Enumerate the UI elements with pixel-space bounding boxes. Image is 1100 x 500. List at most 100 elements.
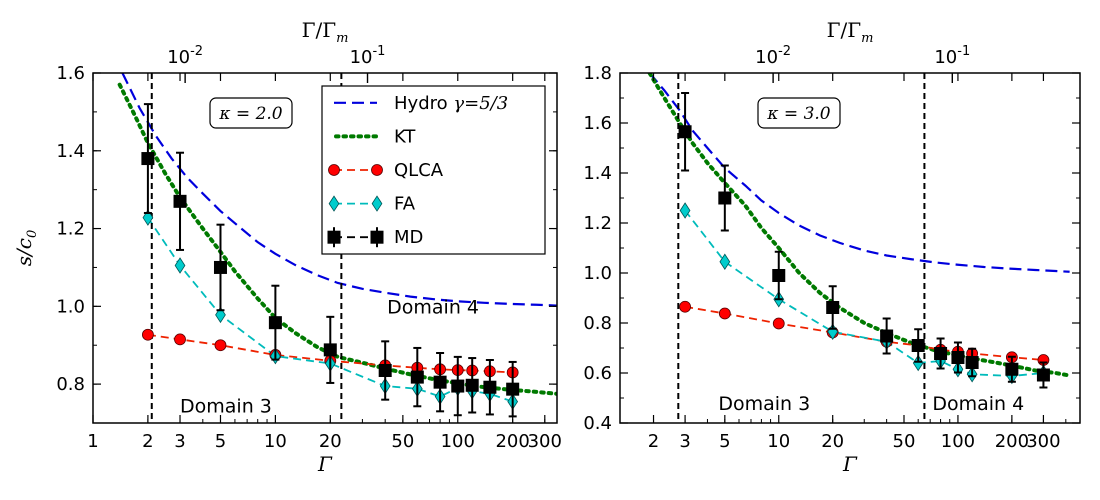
top-axis-title-sub: m [861,31,873,46]
legend-hydro-text: Hydro [394,93,453,114]
legend-label-hydro: Hydro γ=5/3 [394,93,508,114]
x-tick-label: 300 [1026,431,1060,452]
qlca-line [684,305,1044,361]
y-tick-label: 0.6 [583,363,612,384]
plot-frame [92,72,558,424]
x-tick-label: 1 [87,431,98,452]
x-tick-label: 10 [264,431,287,452]
top-axis-title-part: Γ/Γ [827,18,862,42]
top-axis-title: Γ/Γm [827,18,874,46]
plot-area [647,73,1072,423]
top-tick-base: 10 [755,47,778,68]
fa-point [679,202,691,219]
top-axis-title-part: Γ/Γ [302,18,337,42]
legend-qlca-marker [371,164,383,176]
qlca-point [772,317,785,330]
hydro-curve [648,73,1070,273]
x-tick-label: 3 [174,431,185,452]
x-axis-title: Γ [317,452,333,476]
domain-annotation: Domain 4 [932,393,1024,415]
legend-label-fa: FA [394,194,416,215]
y-tick-label: 1.8 [583,63,612,84]
y-axis-title-part: s/c [12,238,36,266]
top-tick-label: 10-1 [934,44,970,68]
md-point [1005,362,1019,376]
top-tick-exponent: -2 [778,44,791,59]
x-tick-label: 2 [648,431,659,452]
top-tick-base: 10 [934,47,957,68]
md-point [678,125,692,139]
kappa-box [757,97,841,129]
y-tick-label: 1.2 [56,219,85,240]
qlca-point [214,339,227,352]
domain-annotation: Domain 4 [387,296,479,318]
qlca-point [679,300,691,313]
plot-area [117,73,557,423]
x-tick-label: 20 [319,431,342,452]
x-tick-label: 2 [142,431,153,452]
top-tick-label: 10-2 [755,44,791,68]
md-point [451,379,465,393]
y-axis-title-sub: 0 [25,230,40,238]
legend-entry-kt: KT [334,126,416,147]
x-tick-label: 10 [767,431,790,452]
kappa-label: κ = 3.0 [766,104,830,124]
legend-fa-marker [371,195,383,212]
x-tick-label: 300 [528,431,562,452]
domain-annotation: Domain 3 [180,396,272,418]
legend-box [321,85,546,255]
qlca-point [142,328,154,341]
legend-entry-hydro: Hydro γ=5/3 [334,93,508,114]
top-axis-title: Γ/Γm [302,18,349,46]
md-point [378,364,392,377]
y-axis-title: s/c0 [12,230,40,266]
md-point [718,191,732,205]
md-point [506,382,520,396]
kt-curve [117,82,557,396]
y-tick-label: 1.4 [583,163,612,184]
top-tick-exponent: -1 [372,44,385,59]
x-tick-label: 50 [893,431,916,452]
y-tick-label: 0.8 [56,374,85,395]
y-tick-label: 0.8 [583,313,612,334]
x-tick-label: 100 [941,431,975,452]
legend-label-qlca: QLCA [394,160,444,181]
md-point [826,301,840,314]
legend-hydro-gamma: γ=5/3 [453,93,508,114]
kappa-label: κ = 2.0 [218,104,282,124]
y-tick-label: 1.4 [56,141,85,162]
x-tick-label: 100 [441,431,475,452]
domain-annotation: Domain 3 [718,393,810,415]
md-point [880,329,894,343]
y-tick-label: 1.2 [583,213,612,234]
md-point [213,260,227,274]
fa-line [147,217,513,403]
legend-entry-md: MD [327,227,423,248]
md-point [323,343,337,357]
kappa-box [209,97,293,129]
top-axis-title-sub: m [336,31,348,46]
legend-qlca-marker [328,164,340,176]
top-tick-label: 10-1 [350,44,386,68]
top-tick-label: 10-2 [167,44,203,68]
top-tick-exponent: -1 [957,44,970,59]
fa-point [719,253,731,270]
legend-label-kt: KT [394,126,416,147]
md-point [268,316,282,330]
x-tick-label: 5 [719,431,730,452]
top-tick-base: 10 [350,47,373,68]
md-point [410,370,424,384]
legend: Hydro γ=5/3 KT QLCA FA MD [321,85,546,255]
md-point [965,356,979,369]
kt-curve [647,73,1072,378]
md-point [911,339,925,352]
md-point [141,152,155,166]
md-point [173,194,187,208]
x-tick-label: 5 [215,431,226,452]
y-tick-label: 1.6 [583,113,612,134]
x-tick-label: 50 [391,431,414,452]
top-tick-exponent: -2 [190,44,203,59]
fa-point [912,354,924,372]
